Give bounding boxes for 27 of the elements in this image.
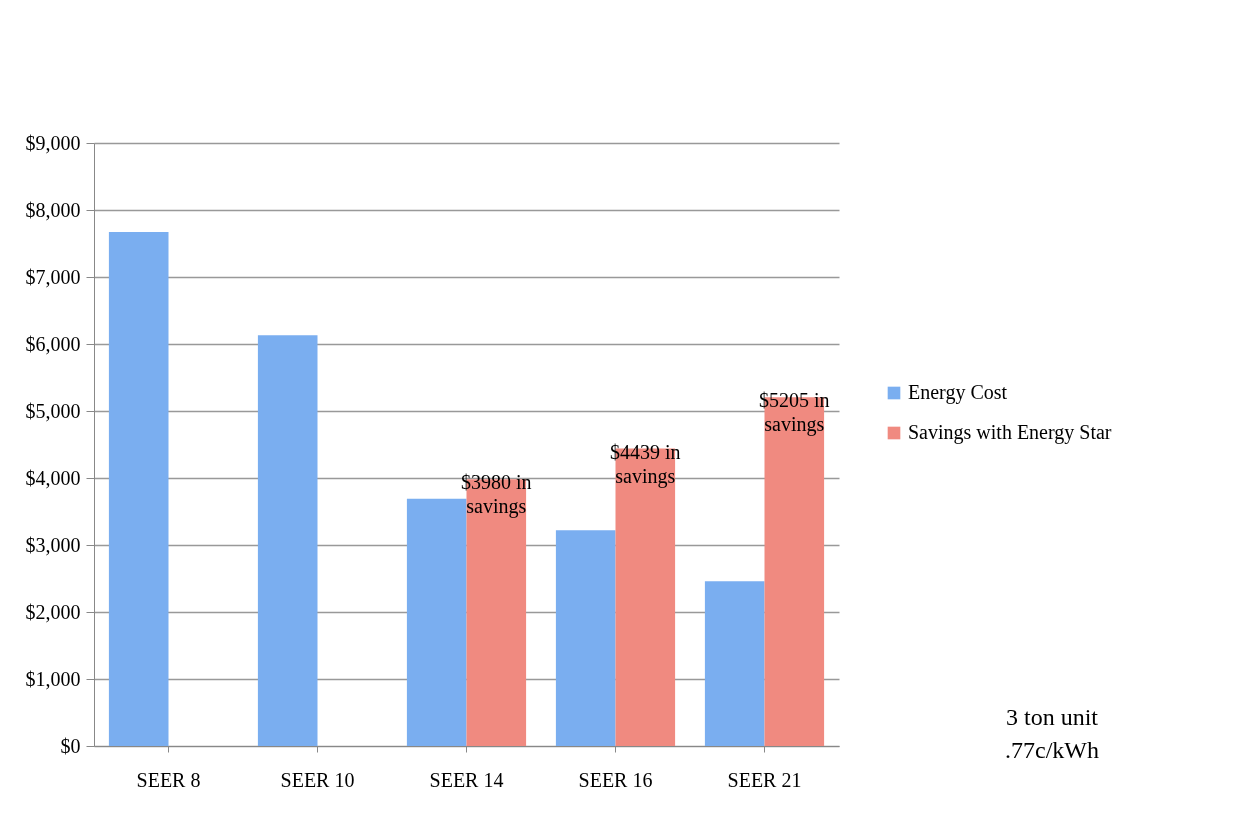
- y-tick-label: $9,000: [25, 131, 81, 154]
- bar: [257, 335, 318, 746]
- y-tick-label: $0: [60, 734, 81, 757]
- bar: [704, 581, 765, 746]
- bar: [555, 530, 616, 746]
- x-tick-label: SEER 8: [136, 768, 201, 791]
- data-label: $5205 in savings: [759, 389, 830, 437]
- y-tick-label: $2,000: [25, 600, 81, 623]
- y-tick-label: $8,000: [25, 198, 81, 221]
- text: .77c/kWh: [1005, 737, 1099, 763]
- x-tick-label: SEER 16: [578, 768, 653, 791]
- x-tick-label: SEER 21: [727, 768, 802, 791]
- text: 3 ton unit: [1005, 704, 1099, 730]
- data-label: $4439 in savings: [610, 440, 681, 488]
- y-tick-label: $4,000: [25, 466, 81, 489]
- y-tick-label: $5,000: [25, 399, 81, 422]
- y-tick-label: $6,000: [25, 332, 81, 355]
- bar: [108, 232, 169, 746]
- y-tick-label: $3,000: [25, 533, 81, 556]
- data-label: $3980 in savings: [461, 471, 532, 519]
- y-tick-label: $7,000: [25, 265, 81, 288]
- legend-label: Savings with Energy Star: [908, 421, 1112, 444]
- bar: [406, 498, 467, 746]
- x-tick-label: SEER 14: [429, 768, 504, 791]
- x-tick-label: SEER 10: [280, 768, 355, 791]
- legend-label: Energy Cost: [908, 381, 1008, 404]
- y-tick-label: $1,000: [25, 667, 81, 690]
